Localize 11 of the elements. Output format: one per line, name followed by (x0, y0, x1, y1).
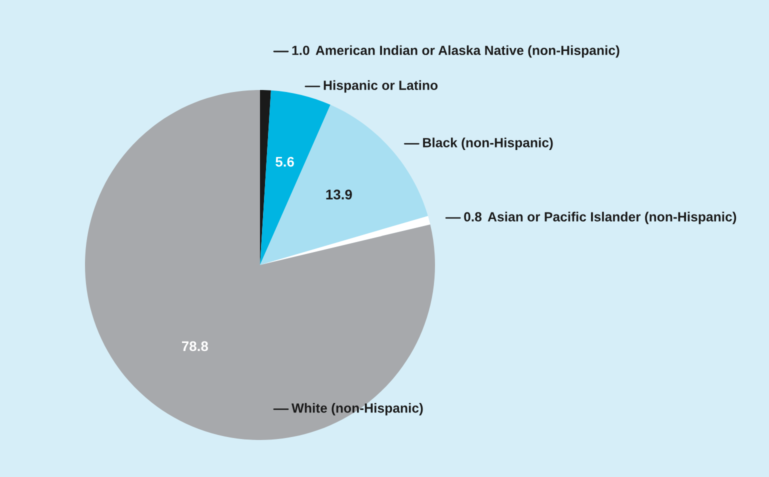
slice-label: Black (non-Hispanic) (423, 138, 553, 150)
slice-label: Asian or Pacific Islander (non-Hispanic) (488, 212, 736, 224)
pie-slice (260, 216, 430, 265)
data-label: 1.0 (292, 46, 310, 56)
data-label: 0.8 (464, 212, 482, 222)
slice-label: White (non-Hispanic) (292, 403, 423, 416)
legend-label: American Indian or Alaska Native (non-Hispanic) (316, 45, 620, 58)
data-label: 78.8 (182, 341, 208, 352)
data-label: 13.9 (326, 190, 352, 200)
slice-label: Hispanic or Latino (324, 80, 438, 93)
data-label: 5.6 (276, 156, 294, 167)
